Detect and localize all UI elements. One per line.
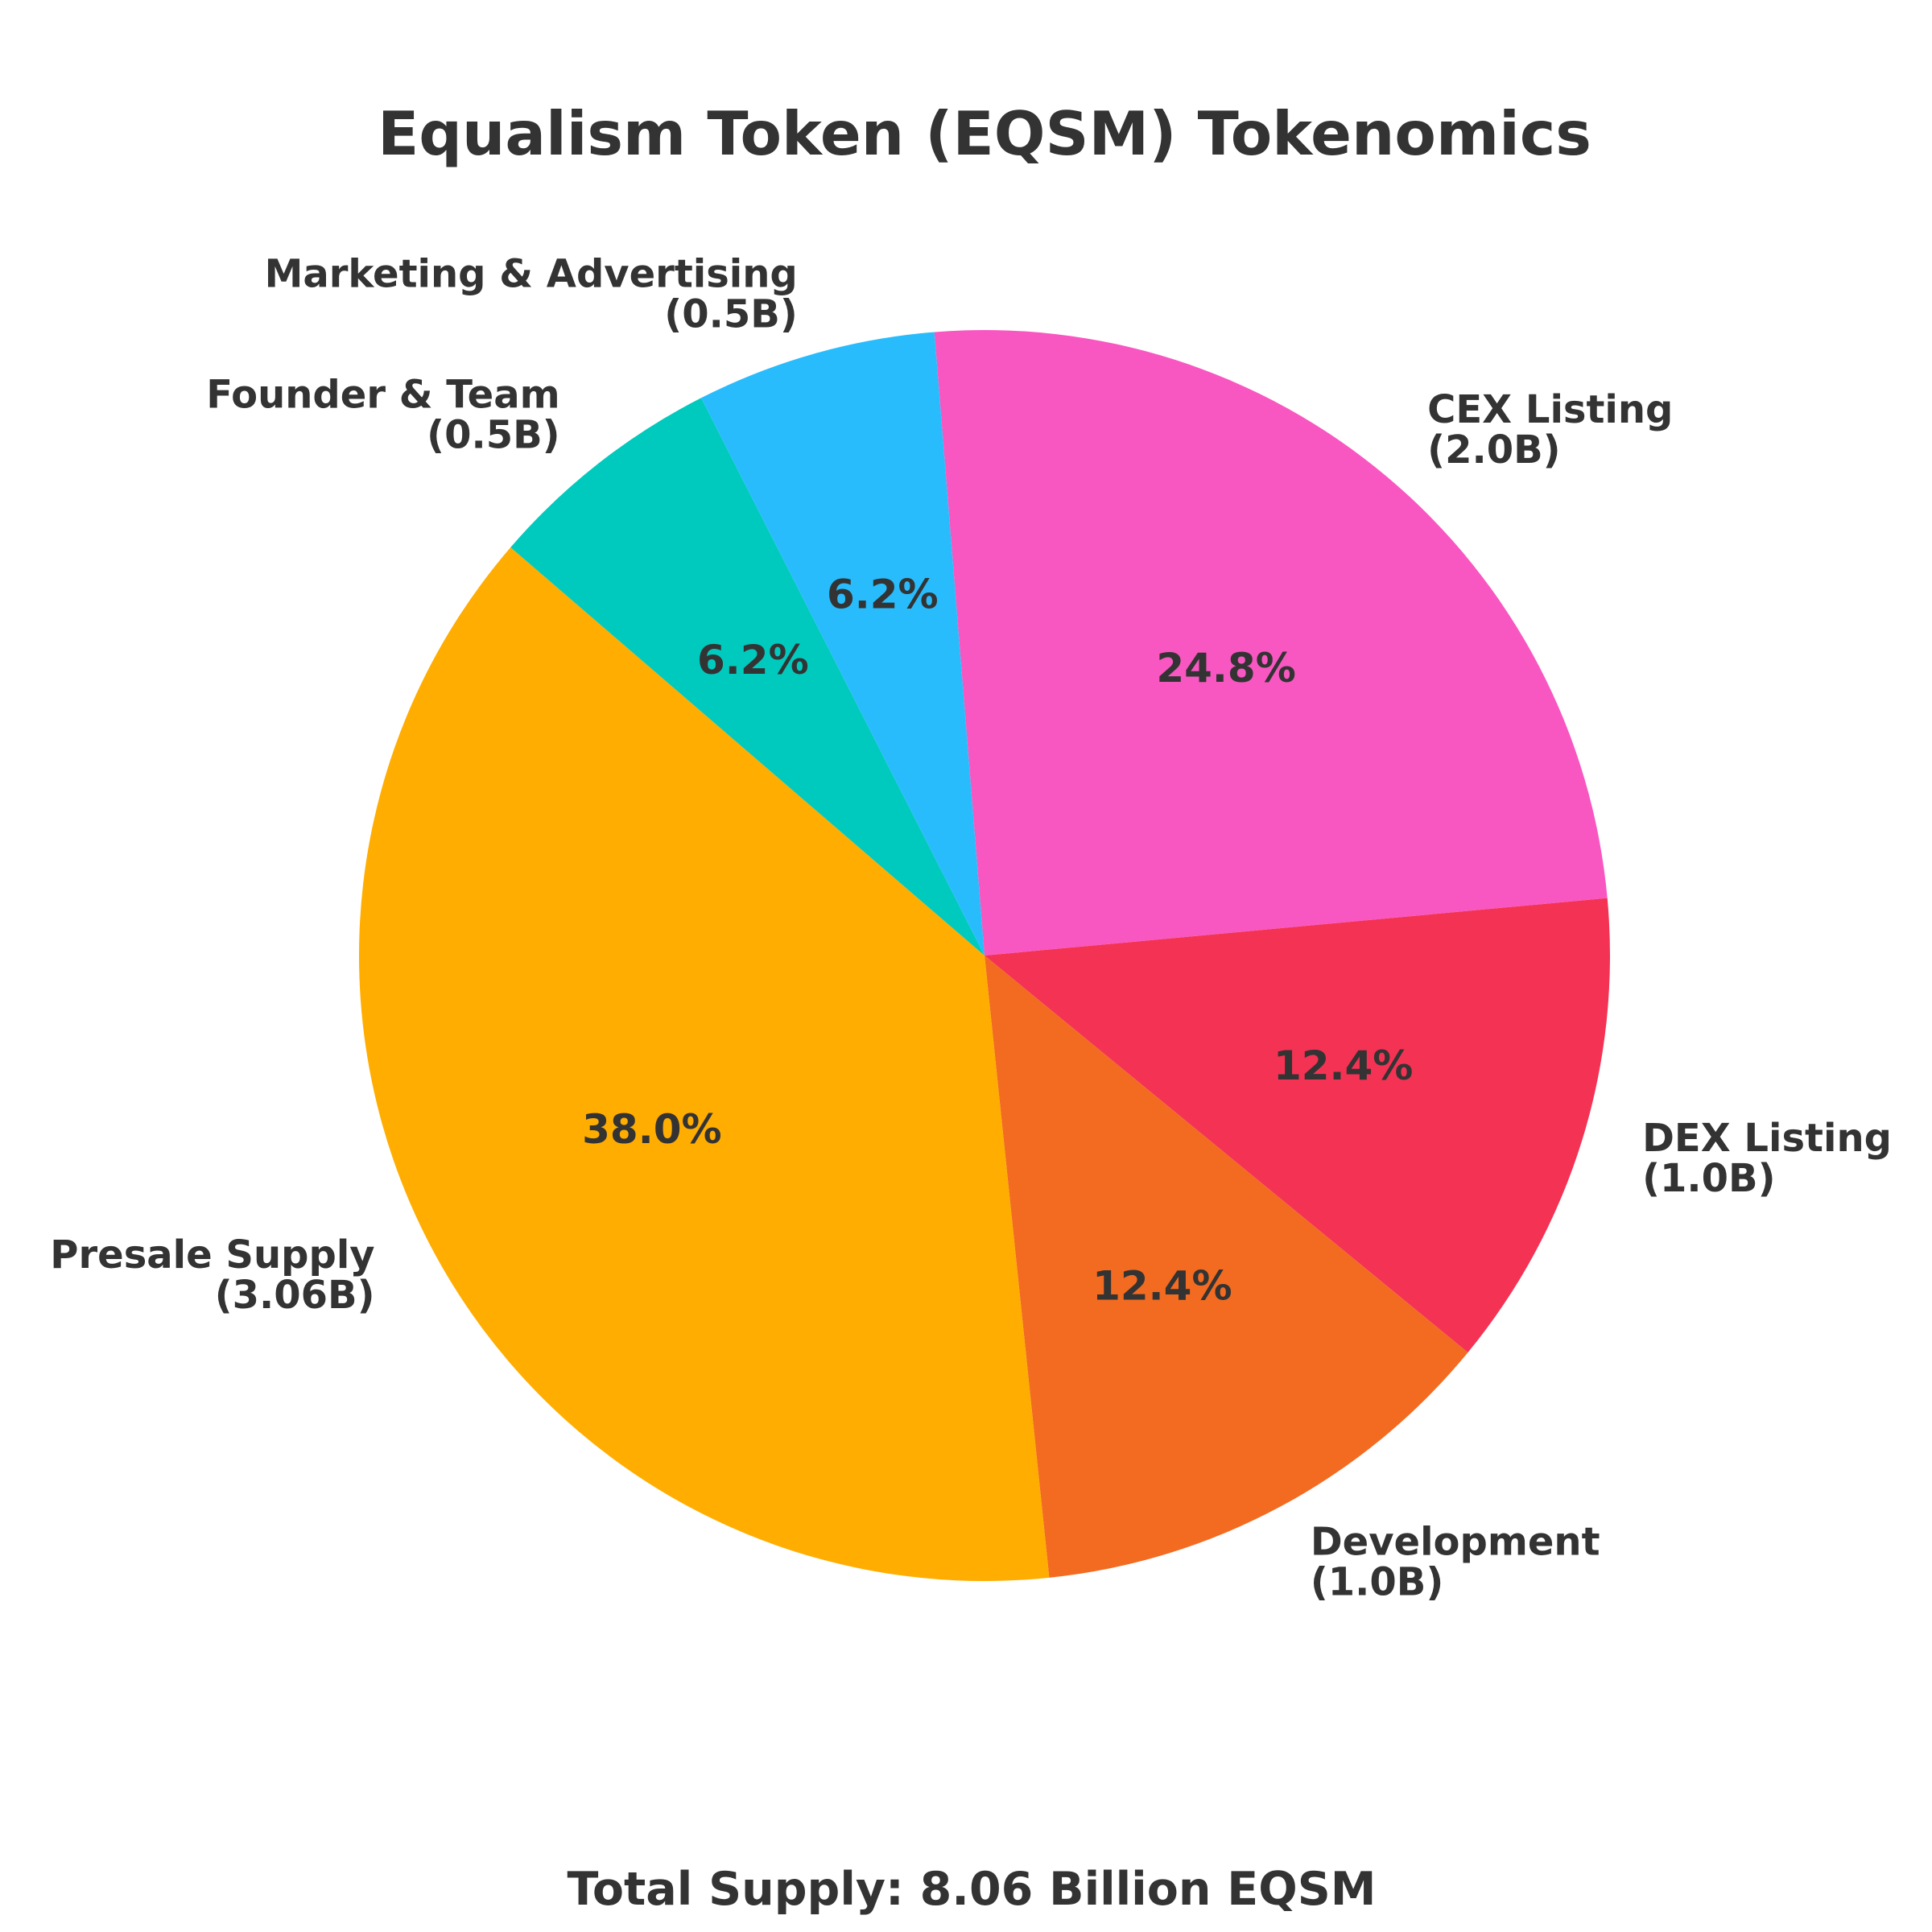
chart-title: Equalism Token (EQSM) Tokenomics bbox=[378, 98, 1591, 169]
pie-slice-presale-supply bbox=[358, 547, 1050, 1581]
slice-amount: (1.0B) bbox=[1311, 1560, 1444, 1605]
pie-slice-founder-and-team bbox=[510, 398, 985, 956]
slice-amount: (1.0B) bbox=[1642, 1156, 1776, 1201]
slice-name: CEX Listing bbox=[1427, 387, 1673, 432]
slice-label-cex-listing: CEX Listing (2.0B) bbox=[1427, 387, 1673, 473]
total-supply-footer: Total Supply: 8.06 Billion EQSM bbox=[568, 1863, 1377, 1916]
pie-slice-marketing-and-advertising bbox=[701, 332, 985, 956]
slice-name: Development bbox=[1311, 1520, 1600, 1565]
slice-label-founder-and-team: Founder & Team (0.5B) bbox=[206, 372, 559, 457]
slice-amount: (2.0B) bbox=[1427, 427, 1561, 473]
percent-label-marketing-and-advertising: 6.2% bbox=[827, 571, 939, 617]
slice-label-dex-listing: DEX Listing (1.0B) bbox=[1642, 1116, 1892, 1201]
slice-amount: (0.5B) bbox=[427, 412, 560, 457]
pie-labels: 24.8%CEX Listing (2.0B)12.4%DEX Listing (1… bbox=[50, 251, 1892, 1604]
slice-amount: (0.5B) bbox=[664, 291, 798, 336]
slice-name: DEX Listing bbox=[1642, 1116, 1892, 1161]
slice-label-marketing-and-advertising: Marketing & Advertising (0.5B) bbox=[265, 251, 798, 336]
slice-name: Presale Supply bbox=[50, 1232, 374, 1278]
pie-slices bbox=[358, 329, 1611, 1581]
percent-label-cex-listing: 24.8% bbox=[1156, 645, 1295, 691]
percent-label-presale-supply: 38.0% bbox=[582, 1106, 721, 1153]
pie-slice-cex-listing bbox=[934, 329, 1608, 956]
pie-slice-dex-listing bbox=[985, 898, 1611, 1353]
pie-slice-development bbox=[985, 956, 1468, 1578]
slice-name: Marketing & Advertising bbox=[265, 251, 798, 296]
slice-amount: (3.06B) bbox=[215, 1273, 375, 1318]
percent-label-development: 12.4% bbox=[1092, 1263, 1232, 1310]
percent-label-founder-and-team: 6.2% bbox=[697, 637, 809, 683]
slice-label-presale-supply: Presale Supply (3.06B) bbox=[50, 1232, 374, 1318]
slice-name: Founder & Team bbox=[206, 372, 559, 417]
slice-label-development: Development (1.0B) bbox=[1311, 1520, 1600, 1605]
percent-label-dex-listing: 12.4% bbox=[1274, 1042, 1413, 1089]
